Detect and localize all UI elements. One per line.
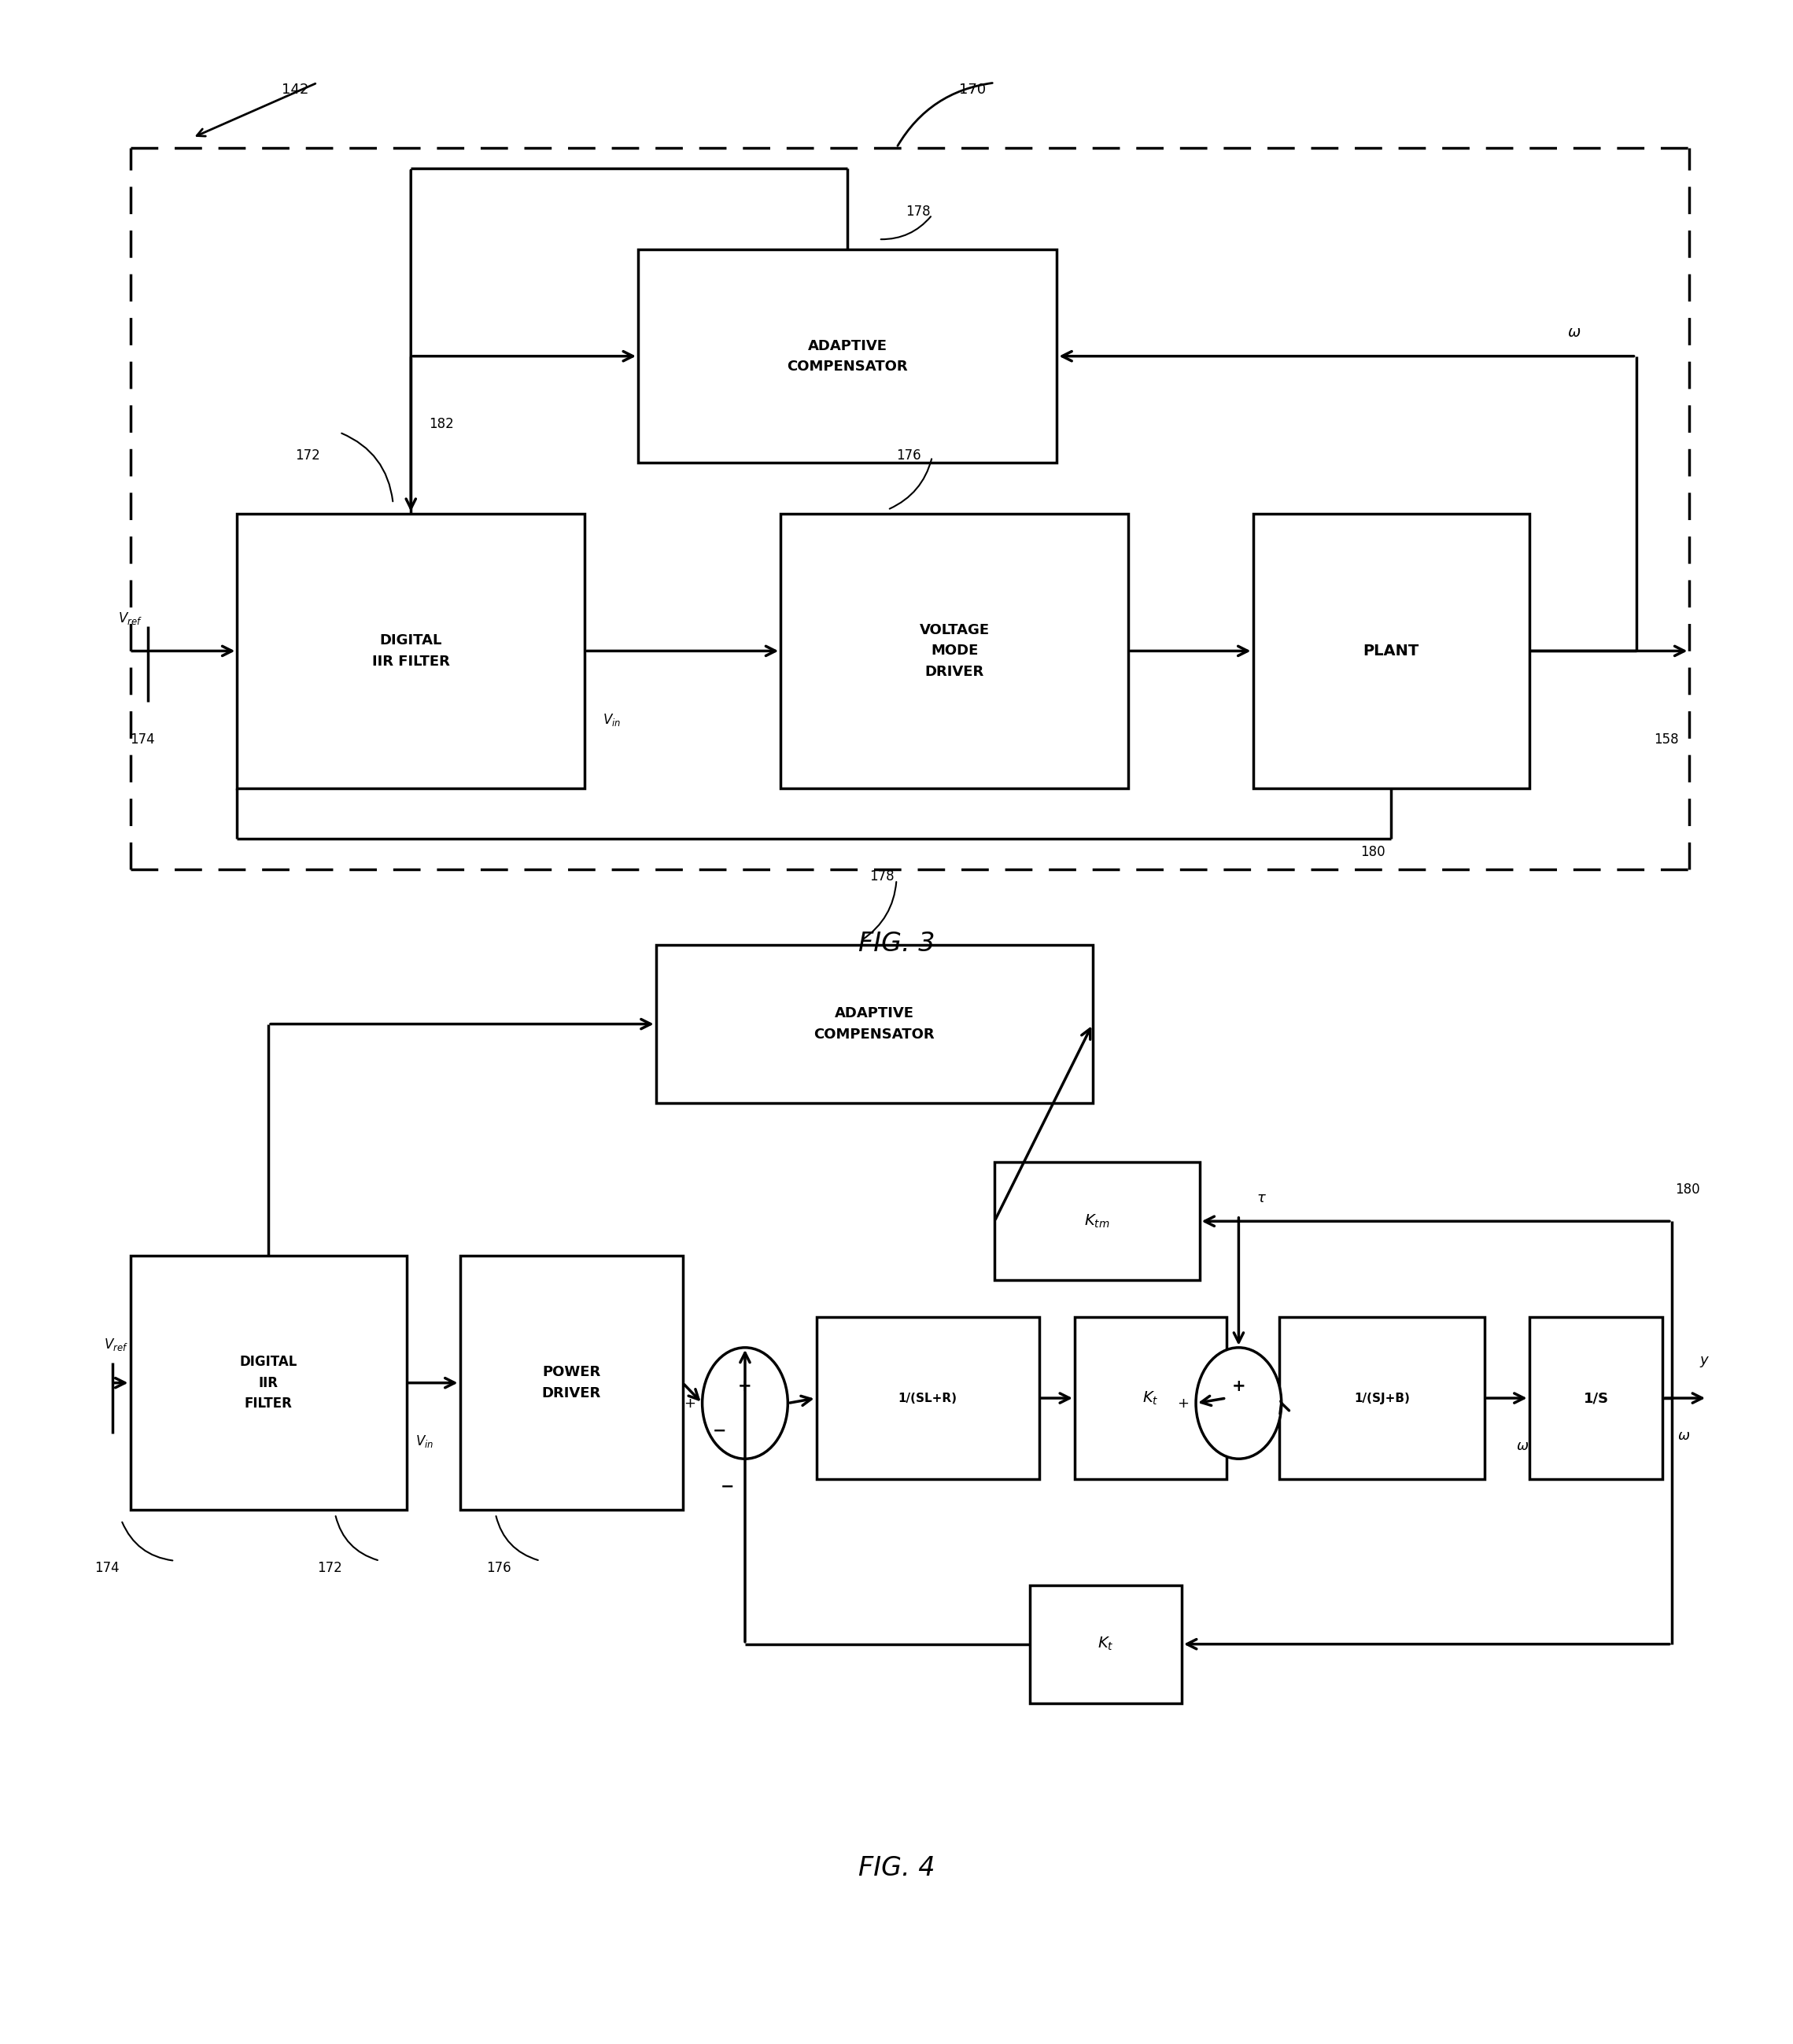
- Text: $\omega$: $\omega$: [1567, 325, 1581, 339]
- Bar: [1074, 1316, 1226, 1480]
- Text: 172: 172: [317, 1562, 342, 1576]
- Bar: [995, 1163, 1200, 1280]
- Text: 178: 178: [905, 204, 931, 219]
- Ellipse shape: [1196, 1347, 1282, 1459]
- Text: 174: 174: [131, 732, 154, 746]
- Text: +: +: [683, 1396, 696, 1410]
- Bar: [638, 249, 1056, 462]
- Text: $V_{ref}$: $V_{ref}$: [104, 1337, 127, 1353]
- Text: $V_{in}$: $V_{in}$: [602, 711, 620, 728]
- Text: 172: 172: [296, 450, 319, 462]
- Bar: [237, 513, 585, 789]
- Text: −: −: [712, 1423, 726, 1439]
- Text: +: +: [1232, 1378, 1246, 1394]
- Text: +: +: [739, 1378, 751, 1394]
- Text: ADAPTIVE
COMPENSATOR: ADAPTIVE COMPENSATOR: [814, 1006, 934, 1042]
- Text: FIG. 4: FIG. 4: [859, 1856, 934, 1883]
- Text: 180: 180: [1675, 1183, 1700, 1198]
- Text: $K_t$: $K_t$: [1142, 1390, 1158, 1406]
- Text: −: −: [721, 1480, 733, 1494]
- Bar: [1031, 1586, 1182, 1703]
- Ellipse shape: [703, 1347, 787, 1459]
- Bar: [131, 1255, 407, 1511]
- Bar: [816, 1316, 1040, 1480]
- Bar: [1280, 1316, 1485, 1480]
- Text: $\omega$: $\omega$: [1515, 1439, 1529, 1453]
- Text: 1/(SL+R): 1/(SL+R): [898, 1392, 957, 1404]
- Text: 176: 176: [896, 450, 922, 462]
- Bar: [459, 1255, 683, 1511]
- Text: 178: 178: [870, 869, 895, 883]
- Bar: [780, 513, 1128, 789]
- Bar: [656, 944, 1092, 1104]
- Text: 170: 170: [959, 84, 986, 96]
- Text: POWER
DRIVER: POWER DRIVER: [541, 1365, 601, 1400]
- Text: 180: 180: [1361, 844, 1386, 858]
- Text: 174: 174: [95, 1562, 120, 1576]
- Text: VOLTAGE
MODE
DRIVER: VOLTAGE MODE DRIVER: [920, 623, 990, 679]
- Text: ADAPTIVE
COMPENSATOR: ADAPTIVE COMPENSATOR: [787, 339, 907, 374]
- Text: $\omega$: $\omega$: [1676, 1429, 1689, 1443]
- Text: $V_{in}$: $V_{in}$: [416, 1433, 434, 1449]
- Bar: [1253, 513, 1529, 789]
- Bar: [1529, 1316, 1662, 1480]
- Text: 1/(SJ+B): 1/(SJ+B): [1354, 1392, 1409, 1404]
- Text: DIGITAL
IIR
FILTER: DIGITAL IIR FILTER: [240, 1355, 298, 1410]
- Text: $V_{ref}$: $V_{ref}$: [118, 611, 142, 628]
- Text: FIG. 3: FIG. 3: [859, 930, 934, 957]
- Text: y: y: [1700, 1353, 1709, 1367]
- Text: 1/S: 1/S: [1583, 1392, 1608, 1404]
- Text: 176: 176: [486, 1562, 511, 1576]
- Text: $\tau$: $\tau$: [1257, 1192, 1266, 1206]
- Text: +: +: [1178, 1396, 1189, 1410]
- Text: PLANT: PLANT: [1363, 644, 1418, 658]
- Text: 142: 142: [282, 84, 308, 96]
- Text: 158: 158: [1653, 732, 1678, 746]
- Text: 182: 182: [429, 417, 454, 431]
- Text: $K_t$: $K_t$: [1097, 1635, 1113, 1652]
- Text: DIGITAL
IIR FILTER: DIGITAL IIR FILTER: [371, 634, 450, 668]
- Text: $K_{tm}$: $K_{tm}$: [1085, 1212, 1110, 1230]
